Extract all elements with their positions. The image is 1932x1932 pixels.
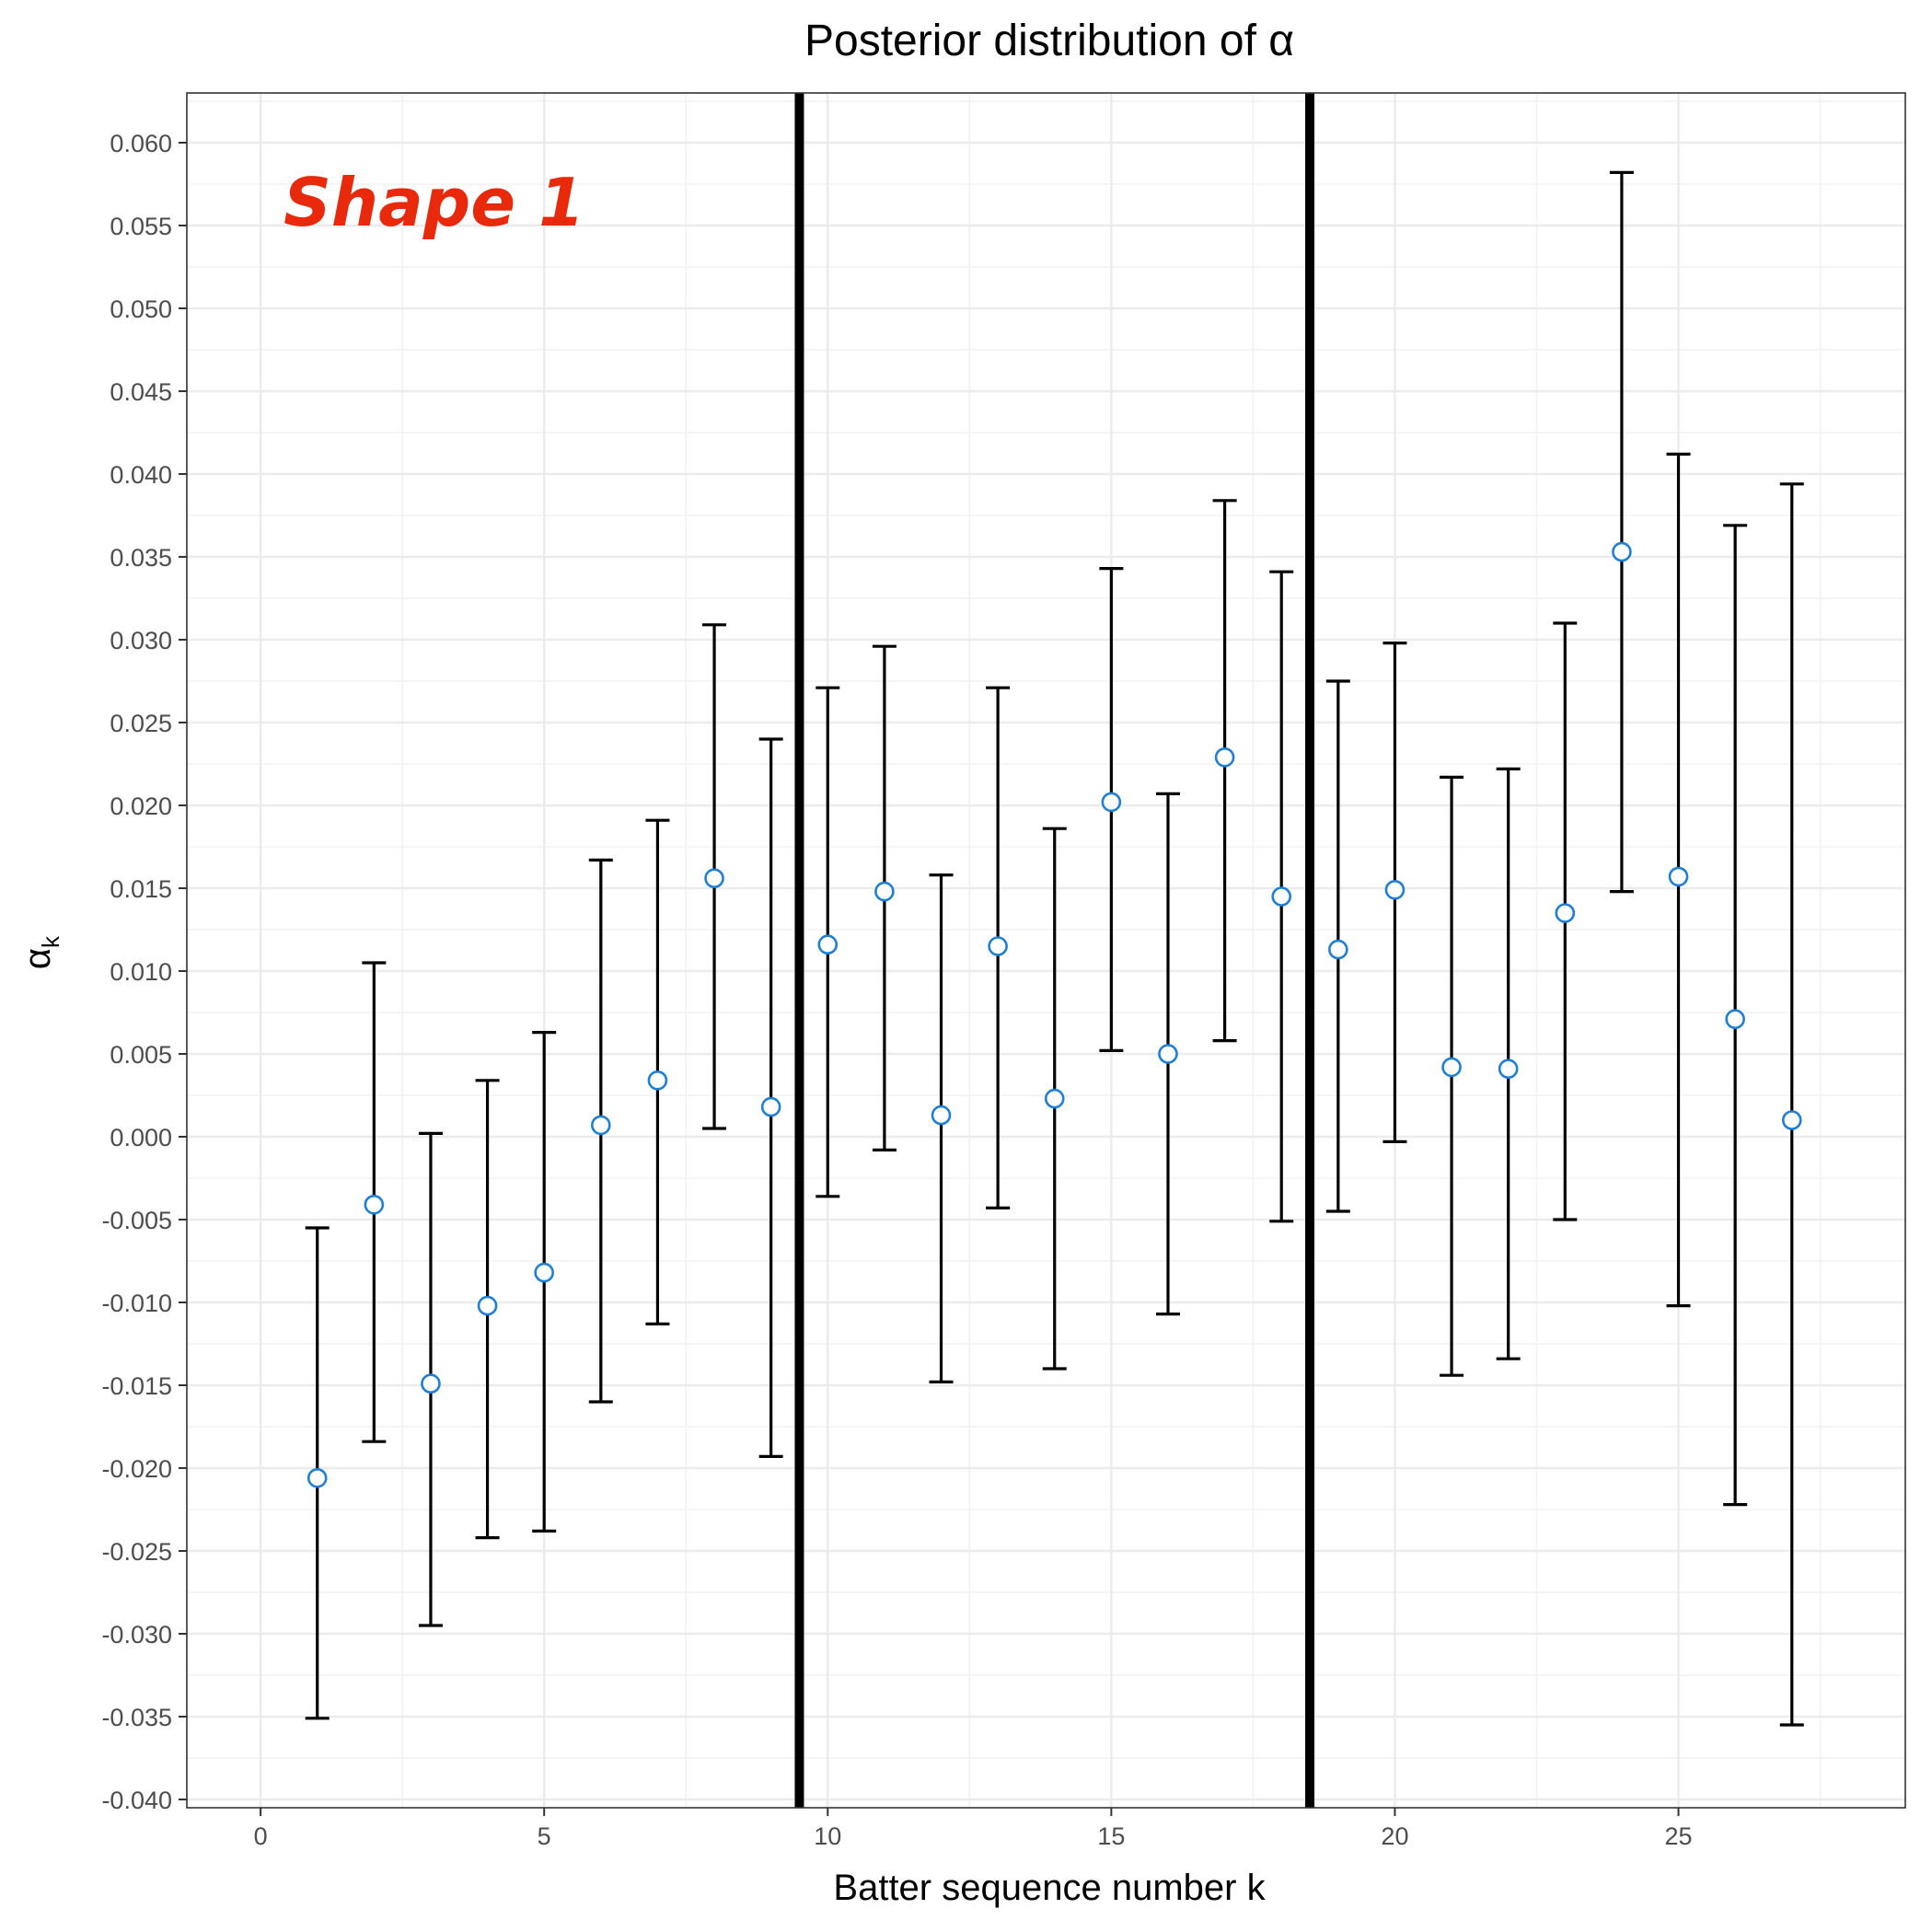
- plot-panel-border: [186, 92, 1906, 1809]
- posterior-mean-point: [591, 1115, 611, 1136]
- y-tick-label: 0.020: [110, 792, 172, 820]
- y-tick-label: -0.040: [101, 1787, 172, 1814]
- y-axis: -0.040 -0.035 -0.030 -0.025 -0.020 -0.015 -0.0…: [101, 130, 187, 1814]
- x-tick-label: 10: [814, 1822, 841, 1850]
- posterior-mean-point: [988, 936, 1008, 956]
- posterior-mean-point: [421, 1373, 441, 1394]
- error-bar: [1779, 482, 1804, 1727]
- y-axis-title-main: α: [17, 948, 58, 969]
- y-tick-label: -0.005: [101, 1207, 172, 1234]
- posterior-mean-point: [874, 881, 895, 902]
- y-tick-label: 0.060: [110, 130, 172, 157]
- error-bar: [1212, 499, 1237, 1043]
- posterior-mean-point: [1668, 866, 1689, 887]
- posterior-mean-point: [534, 1262, 554, 1283]
- error-bar: [1609, 170, 1634, 894]
- y-tick-label: -0.030: [101, 1621, 172, 1649]
- posterior-mean-point: [1441, 1057, 1462, 1078]
- x-tick-label: 20: [1381, 1822, 1408, 1850]
- posterior-mean-point: [704, 868, 724, 889]
- posterior-mean-point: [1101, 792, 1122, 813]
- posterior-mean-point: [647, 1070, 668, 1091]
- posterior-mean-point: [1612, 541, 1632, 562]
- x-tick-label: 15: [1097, 1822, 1125, 1850]
- y-axis-title: αk: [17, 935, 64, 969]
- y-tick-label: -0.025: [101, 1538, 172, 1566]
- posterior-mean-point: [364, 1195, 385, 1215]
- y-tick-label: -0.020: [101, 1455, 172, 1483]
- vertical-reference-lines: [794, 93, 1315, 1808]
- posterior-mean-point: [1328, 939, 1348, 960]
- y-tick-label: -0.010: [101, 1290, 172, 1317]
- posterior-mean-point: [1158, 1044, 1178, 1064]
- posterior-mean-point: [1555, 903, 1576, 923]
- posterior-mean-point: [760, 1096, 781, 1117]
- posterior-mean-point: [1214, 746, 1235, 768]
- y-tick-label: 0.030: [110, 627, 172, 654]
- y-tick-label: -0.035: [101, 1704, 172, 1731]
- y-tick-label: 0.055: [110, 213, 172, 240]
- posterior-mean-point: [1725, 1009, 1745, 1029]
- y-tick-label: 0.005: [110, 1041, 172, 1069]
- posterior-mean-point: [1781, 1110, 1802, 1130]
- y-tick-label: 0.025: [110, 710, 172, 737]
- y-axis-title-subscript: k: [37, 935, 64, 948]
- x-tick-label: 25: [1665, 1822, 1693, 1850]
- x-axis-title: Batter sequence number k: [833, 1868, 1266, 1908]
- y-tick-label: 0.035: [110, 544, 172, 572]
- y-tick-label: -0.015: [101, 1372, 172, 1400]
- x-axis: 0 5 10 15 20 25: [254, 1808, 1693, 1850]
- data-points: [307, 541, 1802, 1488]
- x-tick-label: 5: [538, 1822, 551, 1850]
- y-tick-label: 0.015: [110, 875, 172, 903]
- y-tick-label: 0.000: [110, 1124, 172, 1151]
- posterior-mean-point: [1044, 1088, 1065, 1109]
- shape-annotation: Shape 1: [283, 164, 584, 241]
- posterior-mean-point: [817, 934, 839, 954]
- posterior-mean-point: [931, 1105, 952, 1126]
- y-tick-label: 0.050: [110, 295, 172, 323]
- y-tick-label: 0.010: [110, 958, 172, 986]
- x-tick-label: 0: [254, 1822, 268, 1850]
- posterior-mean-point: [307, 1468, 328, 1488]
- chart-title: Posterior distribution of α: [804, 17, 1294, 65]
- minor-gridlines: [187, 93, 1905, 1808]
- posterior-mean-point: [477, 1295, 498, 1316]
- y-tick-label: 0.040: [110, 461, 172, 489]
- posterior-mean-point: [1498, 1059, 1519, 1079]
- posterior-mean-point: [1384, 879, 1406, 900]
- posterior-mean-point: [1271, 886, 1292, 907]
- y-tick-label: 0.045: [110, 378, 172, 406]
- error-bar: [929, 873, 954, 1384]
